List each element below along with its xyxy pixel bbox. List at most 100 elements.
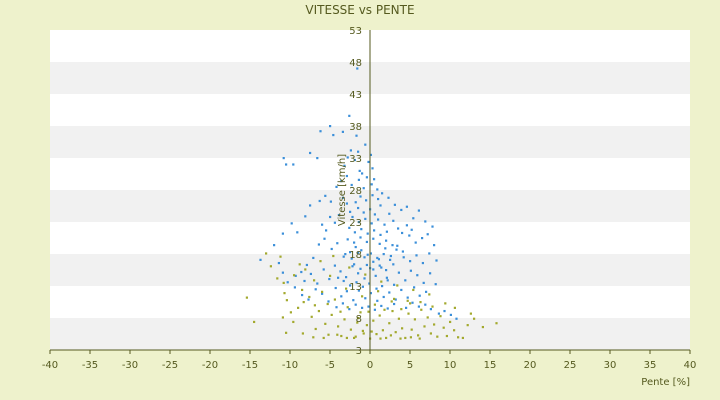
scatter-point — [382, 295, 385, 299]
y-tick-label: 18 — [349, 250, 362, 261]
scatter-point — [417, 209, 420, 212]
scatter-point — [294, 274, 297, 277]
scatter-point — [304, 215, 307, 218]
y-tick-label: 33 — [349, 154, 362, 165]
scatter-point — [364, 217, 367, 220]
scatter-point — [323, 237, 326, 240]
scatter-point — [318, 199, 321, 203]
scatter-point — [353, 158, 356, 162]
scatter-point — [392, 219, 395, 222]
scatter-point — [435, 259, 438, 262]
scatter-point — [445, 334, 448, 338]
scatter-point — [362, 211, 365, 214]
scatter-point — [316, 157, 319, 160]
scatter-point — [401, 327, 404, 330]
scatter-point — [339, 270, 342, 273]
scatter-point — [481, 325, 484, 329]
scatter-point — [374, 274, 377, 277]
scatter-point — [293, 286, 296, 289]
scatter-point — [333, 264, 336, 267]
scatter-point — [353, 231, 356, 234]
scatter-point — [416, 274, 419, 277]
scatter-point — [312, 336, 315, 339]
scatter-point — [358, 169, 361, 172]
scatter-point — [346, 238, 349, 241]
y-tick-label: 53 — [349, 26, 362, 37]
scatter-point — [429, 272, 432, 275]
scatter-point — [357, 178, 360, 181]
scatter-point — [397, 317, 400, 320]
y-tick-label: 43 — [349, 90, 362, 101]
scatter-point — [359, 236, 362, 239]
scatter-point — [365, 324, 368, 327]
scatter-point — [313, 279, 316, 282]
scatter-point — [383, 308, 386, 311]
scatter-point — [332, 133, 335, 137]
scatter-point — [317, 243, 320, 246]
scatter-point — [365, 240, 368, 244]
scatter-point — [290, 222, 293, 225]
scatter-point — [381, 329, 384, 332]
scatter-point — [355, 134, 358, 137]
scatter-point — [344, 253, 347, 256]
scatter-point — [379, 337, 382, 340]
scatter-point — [342, 279, 345, 283]
scatter-point — [442, 326, 445, 329]
x-tick-labels: -40 -35 -30 -25 -20 -15 -10 -5 0 5 10 15 20 25 30 35 40 — [42, 350, 696, 371]
scatter-point — [377, 290, 380, 293]
scatter-point — [285, 299, 288, 302]
scatter-point — [365, 263, 368, 267]
x-axis-label: Pente [%] — [641, 377, 690, 388]
scatter-point — [455, 317, 458, 320]
scatter-point — [279, 255, 282, 258]
scatter-point — [346, 156, 349, 159]
scatter-point — [428, 293, 431, 296]
scatter-point — [354, 303, 357, 306]
scatter-point — [310, 315, 313, 318]
scatter-point — [419, 301, 422, 304]
scatter-point — [348, 266, 351, 269]
scatter-point — [351, 265, 354, 268]
scatter-point — [335, 185, 338, 188]
scatter-point — [381, 285, 384, 288]
scatter-point — [357, 221, 360, 224]
scatter-point — [421, 237, 424, 240]
scatter-point — [362, 332, 365, 335]
scatter-point — [429, 308, 432, 311]
scatter-point — [370, 330, 373, 333]
scatter-point — [389, 258, 392, 261]
scatter-point — [382, 253, 385, 256]
scatter-point — [385, 276, 388, 279]
scatter-point — [307, 298, 310, 301]
scatter-point — [400, 308, 403, 311]
scatter-point — [309, 272, 312, 276]
scatter-point — [301, 332, 304, 335]
scatter-point — [380, 266, 383, 269]
scatter-point — [396, 284, 399, 287]
scatter-point — [345, 287, 348, 290]
scatter-point — [259, 258, 262, 261]
scatter-point — [409, 336, 412, 339]
scatter-point — [409, 269, 412, 272]
scatter-point — [375, 287, 378, 290]
scatter-point — [367, 310, 370, 313]
x-tick-label: 5 — [407, 360, 413, 371]
y-tick-label: 28 — [349, 186, 362, 197]
scatter-point — [367, 160, 370, 164]
scatter-point — [431, 305, 434, 308]
x-tick-label: 15 — [484, 360, 497, 371]
scatter-point — [378, 314, 381, 317]
scatter-point — [457, 336, 460, 339]
scatter-point — [386, 279, 389, 282]
scatter-point — [376, 256, 379, 260]
scatter-point — [431, 225, 434, 228]
scatter-point — [364, 143, 367, 146]
scatter-point — [343, 164, 346, 167]
scatter-point — [357, 317, 360, 320]
scatter-point — [356, 321, 359, 324]
scatter-point — [370, 222, 373, 225]
scatter-point — [354, 335, 357, 338]
scatter-point — [412, 217, 415, 220]
scatter-point — [428, 252, 431, 255]
scatter-point — [329, 215, 332, 219]
